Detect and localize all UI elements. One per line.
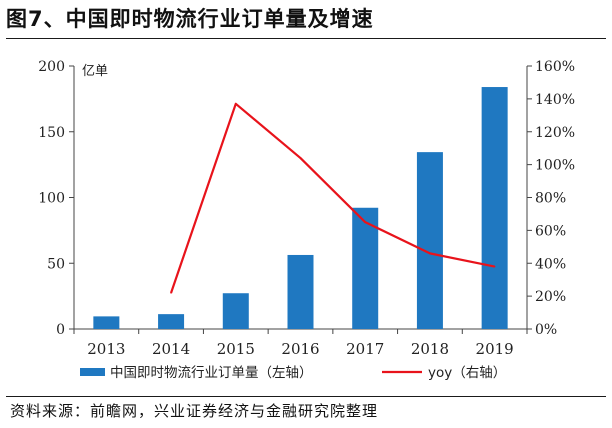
- legend-swatch-bar: [80, 368, 105, 376]
- x-tick-label: 2015: [217, 340, 255, 358]
- left-tick-label: 200: [38, 59, 65, 75]
- left-tick-label: 50: [47, 256, 65, 272]
- legend-label-bar: 中国即时物流行业订单量（左轴）: [110, 365, 313, 381]
- right-tick-label: 100%: [535, 158, 575, 174]
- bar-2018: [416, 152, 443, 329]
- x-tick-label: 2016: [281, 340, 319, 358]
- yoy-point-2018: [429, 252, 431, 255]
- bar-2017: [352, 207, 379, 329]
- x-tick-label: 2013: [87, 340, 125, 358]
- bar-series: [93, 87, 508, 329]
- chart: 0 50 100 150 200 亿单 0% 20% 40% 60% 80% 100% 120% 140%…: [38, 59, 575, 381]
- legend-label-line: yoy（右轴）: [428, 365, 506, 381]
- chart-axes: 0 50 100 150 200 亿单 0% 20% 40% 60% 80% 100% 120% 140%…: [38, 59, 575, 338]
- bar-2015: [222, 293, 249, 329]
- yoy-line: [170, 102, 495, 294]
- right-tick-label: 140%: [535, 92, 575, 108]
- x-tick-label: 2018: [411, 340, 449, 358]
- line-series: [170, 102, 496, 294]
- left-tick-label: 100: [38, 191, 65, 207]
- chart-legend: 中国即时物流行业订单量（左轴） yoy（右轴）: [80, 365, 506, 381]
- bar-2019: [481, 87, 508, 329]
- source-note: 资料来源：前瞻网，兴业证券经济与金融研究院整理: [10, 402, 379, 420]
- yoy-point-2019: [493, 265, 496, 268]
- bar-2014: [158, 314, 185, 329]
- right-tick-label: 0%: [535, 322, 557, 338]
- left-tick-label: 150: [38, 125, 65, 141]
- x-tick-label: 2019: [476, 340, 514, 358]
- chart-title: 图7、中国即时物流行业订单量及增速: [6, 7, 374, 31]
- right-tick-label: 160%: [535, 59, 575, 75]
- x-tick-label: 2014: [152, 340, 190, 358]
- yoy-point-2014: [170, 292, 172, 294]
- bar-2013: [93, 316, 120, 329]
- left-axis-unit: 亿单: [82, 64, 108, 79]
- right-tick-label: 60%: [535, 223, 566, 239]
- source-divider: [6, 396, 606, 397]
- yoy-point-2017: [364, 221, 367, 223]
- x-tick-labels: 2013 2014 2015 2016 2017 2018 2019: [87, 340, 513, 358]
- right-tick-label: 40%: [535, 256, 566, 272]
- right-tick-label: 20%: [535, 289, 566, 305]
- title-divider: [6, 38, 606, 39]
- right-tick-label: 80%: [535, 191, 566, 207]
- left-tick-label: 0: [56, 322, 65, 338]
- bar-2016: [287, 254, 314, 329]
- right-tick-label: 120%: [535, 125, 575, 141]
- x-tick-label: 2017: [346, 340, 384, 358]
- yoy-point-2016: [299, 157, 302, 159]
- yoy-point-2015: [234, 103, 237, 105]
